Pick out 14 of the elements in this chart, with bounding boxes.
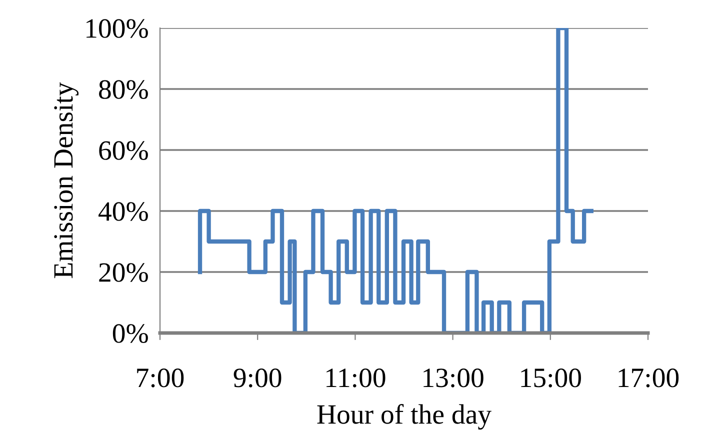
y-tick-label: 100% bbox=[86, 19, 148, 38]
x-tick-label: 9:00 bbox=[234, 368, 282, 388]
x-tick-label: 7:00 bbox=[137, 368, 184, 388]
x-tick-label: 15:00 bbox=[521, 368, 581, 388]
y-tick-label: 40% bbox=[98, 202, 148, 221]
y-tick-label: 60% bbox=[99, 141, 148, 160]
y-axis-title: Emission Density bbox=[54, 82, 79, 278]
y-tick-label: 20% bbox=[99, 263, 148, 282]
x-axis-title: Hour of the day bbox=[317, 404, 492, 430]
y-tick-label: 0% bbox=[112, 324, 148, 343]
x-tick-label: 13:00 bbox=[424, 368, 484, 388]
x-tick-label: 11:00 bbox=[326, 368, 386, 388]
y-tick-label: 80% bbox=[99, 80, 148, 99]
x-tick-label: 17:00 bbox=[618, 368, 679, 388]
